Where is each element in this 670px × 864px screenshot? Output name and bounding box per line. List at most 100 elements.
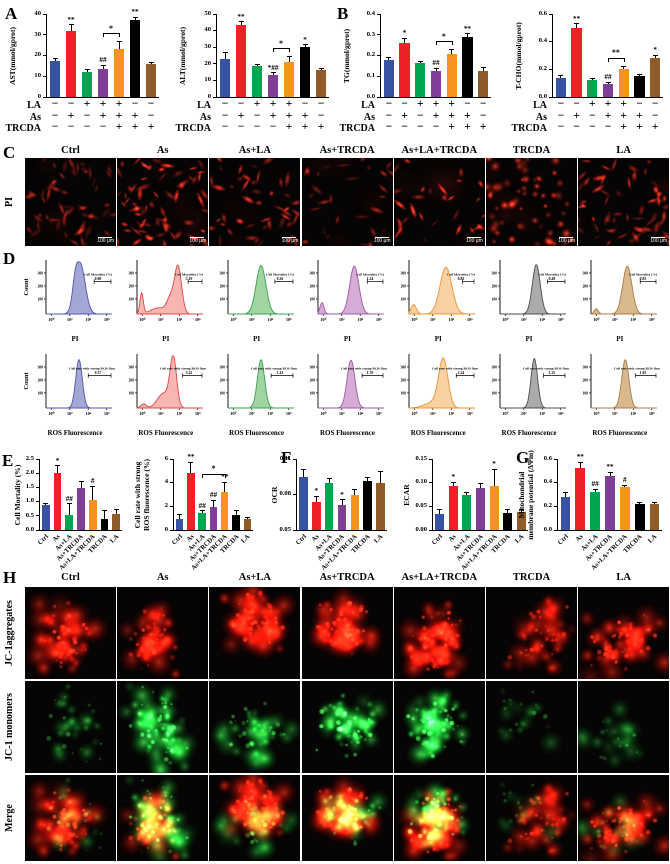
svg-text:10⁰: 10⁰ xyxy=(139,317,145,322)
svg-text:10⁶: 10⁶ xyxy=(467,317,473,322)
x-category-label: Ctrl xyxy=(556,533,570,547)
y-axis xyxy=(173,459,175,530)
bracket-tick xyxy=(451,41,453,46)
y-axis-tick xyxy=(553,505,557,508)
jc1-merge-micrograph-TRCDA xyxy=(486,775,577,861)
x-axis xyxy=(296,529,387,531)
matrix-sign: + xyxy=(573,109,580,122)
y-axis-tick-label: 10 xyxy=(204,76,211,84)
svg-text:Cell rate with strong ROS fluo: Cell rate with strong ROS fluorescence xyxy=(432,367,478,371)
matrix-sign: − xyxy=(131,98,139,110)
y-axis-tick xyxy=(292,458,296,460)
svg-text:200: 200 xyxy=(310,284,316,288)
matrix-sign: + xyxy=(464,121,471,133)
matrix-row-name: LA xyxy=(361,100,375,111)
error-bar xyxy=(86,69,88,73)
y-axis-tick-label: 0.15 xyxy=(415,454,427,462)
flow-histogram-As: 100 200 300 10⁰ 10² 10⁴ 10⁶ Cell rate with stro… xyxy=(126,351,218,437)
y-axis xyxy=(552,14,554,97)
jc1-green-micrograph-As+TRCDA xyxy=(301,681,393,773)
error-bar-cap xyxy=(386,56,392,58)
svg-text:200: 200 xyxy=(219,378,225,382)
bar-As+LA+TRCDA xyxy=(283,62,295,97)
micrograph-canvas xyxy=(209,681,301,773)
bracket-label: * xyxy=(211,464,216,474)
matrix-sign: − xyxy=(51,109,59,122)
error-bar-cap xyxy=(652,501,658,503)
y-axis-title: ALT(mmol/gprot) xyxy=(178,26,188,85)
matrix-sign: + xyxy=(285,109,293,122)
matrix-sign: + xyxy=(589,98,596,110)
error-bar-cap xyxy=(254,63,260,65)
svg-text:300: 300 xyxy=(401,365,407,369)
matrix-row-name: TRCDA xyxy=(5,123,41,134)
error-bar-cap xyxy=(199,510,205,512)
bar-LA xyxy=(315,69,327,97)
error-bar xyxy=(315,496,317,502)
flow-histogram-plot: 100 200 300 10⁰ 10² 10⁴ 10⁶ Cell rate with stro… xyxy=(38,354,127,416)
chart-ocr: 0.05 0.08 0.11 OCR * * Ctrl As As+LA As+TRCDA As+L… xyxy=(270,455,387,572)
svg-text:1.70: 1.70 xyxy=(367,371,374,375)
svg-text:10⁰: 10⁰ xyxy=(411,317,417,322)
svg-text:Cell Mortality (%): Cell Mortality (%) xyxy=(175,273,204,277)
svg-text:100: 100 xyxy=(38,391,44,395)
matrix-sign: + xyxy=(285,98,293,110)
bar-As+LA xyxy=(462,495,472,530)
error-bar xyxy=(246,518,248,520)
svg-text:100: 100 xyxy=(128,297,134,301)
significance-marker: * xyxy=(303,35,307,44)
micrograph-canvas xyxy=(486,775,577,861)
micrograph-canvas xyxy=(25,158,116,246)
y-axis xyxy=(39,459,41,530)
flow-histogram-plot: 100 200 300 10⁰ 10² 10⁴ 10⁶ Cell rate with stro… xyxy=(401,354,491,416)
y-axis-tick xyxy=(548,68,552,71)
jc1-green-micrograph-As+LA+TRCDA xyxy=(393,681,485,773)
significance-marker: ** xyxy=(463,24,472,33)
svg-text:100: 100 xyxy=(310,297,316,301)
svg-text:200: 200 xyxy=(492,378,498,382)
micrograph-canvas xyxy=(301,158,393,246)
y-axis-tick-label: 0.05 xyxy=(279,525,291,533)
scale-bar-label: 100 μm xyxy=(97,238,114,244)
significance-marker: ** xyxy=(67,15,75,24)
y-axis-tick xyxy=(169,482,173,484)
x-axis xyxy=(39,529,122,531)
y-axis-title: OCR xyxy=(270,486,280,503)
flow-histogram-plot: 100 200 300 10⁰ 10² 10⁴ 10⁶ Cell rate with stro… xyxy=(310,354,400,416)
scale-bar-label: 100 μm xyxy=(373,238,391,244)
svg-text:1.24: 1.24 xyxy=(367,277,374,281)
error-bar xyxy=(68,504,70,516)
column-header-LA: LA xyxy=(616,145,631,156)
x-axis xyxy=(432,529,528,531)
x-axis xyxy=(46,96,159,98)
significance-marker: ## xyxy=(198,501,206,510)
bracket-line xyxy=(202,473,225,475)
matrix-sign: − xyxy=(589,109,596,122)
error-bar-cap xyxy=(116,41,122,43)
micrograph-canvas xyxy=(578,775,670,861)
matrix-sign: − xyxy=(401,98,408,110)
matrix-sign: − xyxy=(147,98,155,110)
flow-x-axis-label: ROS Fluorescence xyxy=(592,429,648,437)
flow-x-axis-label: ROS Fluorescence xyxy=(47,429,103,437)
y-axis-tick xyxy=(169,505,173,508)
error-bar-cap xyxy=(478,482,483,484)
y-axis-tick-label: 4 xyxy=(164,478,168,486)
micrograph-canvas xyxy=(209,587,301,679)
svg-text:10⁰: 10⁰ xyxy=(502,317,508,322)
matrix-sign: − xyxy=(464,98,471,110)
error-bar xyxy=(115,510,117,515)
svg-text:5.19: 5.19 xyxy=(185,277,192,281)
pi-row-label: PI xyxy=(4,197,15,207)
jc1-red-micrograph-As xyxy=(117,587,209,679)
error-bar xyxy=(45,503,47,506)
jc1-green-micrograph-As xyxy=(117,681,209,773)
y-axis-tick-label: 0.00 xyxy=(415,525,427,533)
y-axis-tick-label: 0.1 xyxy=(366,72,375,80)
y-axis xyxy=(46,14,48,97)
micrograph-canvas xyxy=(25,775,116,861)
error-bar-cap xyxy=(78,481,84,483)
svg-text:10²: 10² xyxy=(430,411,436,416)
error-bar xyxy=(380,472,382,483)
matrix-row-name: As xyxy=(535,111,547,123)
